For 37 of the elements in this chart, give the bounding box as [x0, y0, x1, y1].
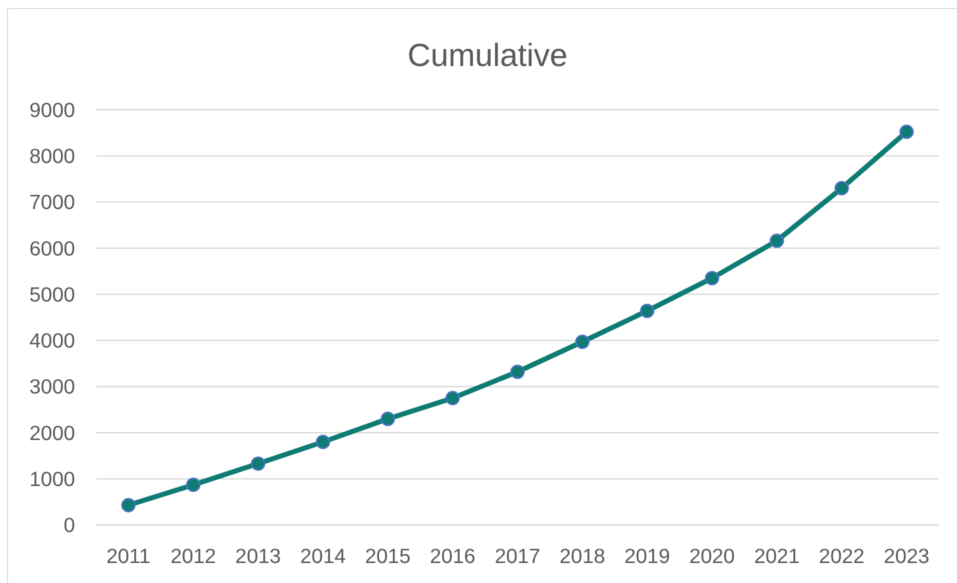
x-tick-label: 2016 — [430, 545, 476, 568]
y-tick-label: 8000 — [29, 145, 75, 168]
y-tick-label: 7000 — [29, 191, 75, 214]
x-tick-label: 2018 — [560, 545, 606, 568]
x-tick-label: 2023 — [884, 545, 930, 568]
y-tick-label: 3000 — [29, 376, 75, 399]
y-tick-label: 6000 — [29, 237, 75, 260]
y-tick-label: 9000 — [29, 98, 75, 122]
point — [575, 334, 590, 349]
point — [316, 434, 330, 450]
point — [380, 412, 395, 426]
point — [704, 270, 720, 286]
x-tick-label: 2012 — [170, 545, 216, 568]
point — [250, 456, 266, 471]
x-tick-label: 2015 — [365, 545, 411, 568]
x-tick-label: 2014 — [300, 545, 346, 568]
x-tick-label: 2022 — [818, 545, 865, 568]
y-tick-label: 4000 — [29, 330, 75, 353]
x-tick-label: 2017 — [494, 545, 540, 568]
x-tick-label: 2019 — [624, 545, 670, 568]
point — [445, 390, 460, 406]
point — [186, 478, 200, 492]
point — [510, 364, 525, 379]
point — [899, 124, 914, 140]
x-tick-label: 2011 — [106, 545, 150, 568]
y-tick-label: 2000 — [29, 422, 75, 445]
x-tick-label: 2020 — [689, 545, 735, 568]
y-tick-label: 5000 — [29, 283, 75, 306]
y-tick-label: 0 — [64, 514, 75, 538]
y-tick-label: 1000 — [29, 468, 75, 492]
chart-title: Cumulative — [407, 37, 568, 73]
x-tick-label: 2013 — [235, 545, 281, 568]
point — [834, 180, 849, 196]
x-tick-label: 2021 — [754, 545, 800, 568]
point — [121, 498, 136, 512]
point — [640, 304, 654, 318]
point — [770, 234, 784, 248]
